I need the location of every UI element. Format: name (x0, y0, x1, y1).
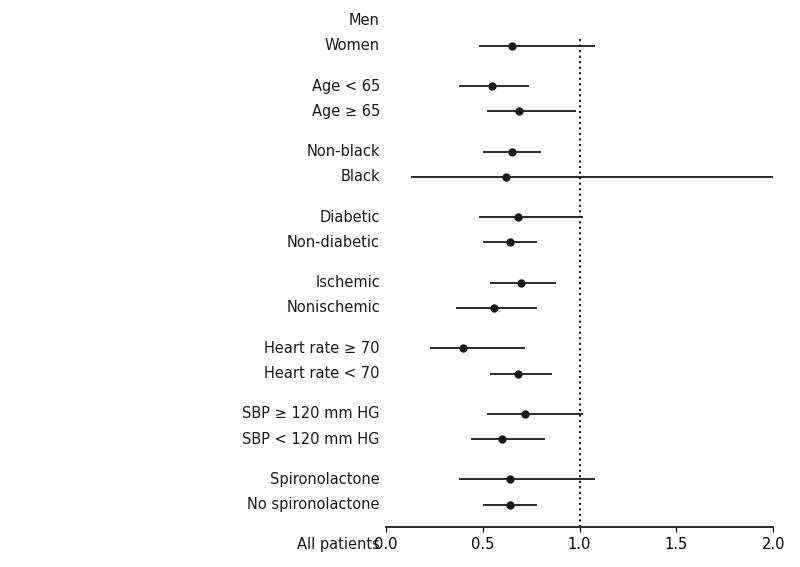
Text: Non-black: Non-black (306, 144, 380, 159)
Text: Black: Black (340, 170, 380, 184)
Text: Age < 65: Age < 65 (312, 79, 380, 94)
Text: Age ≥ 65: Age ≥ 65 (312, 104, 380, 119)
Text: Non-diabetic: Non-diabetic (287, 235, 380, 250)
Text: Diabetic: Diabetic (319, 210, 380, 225)
Text: SBP < 120 mm HG: SBP < 120 mm HG (242, 431, 380, 447)
Text: Women: Women (325, 39, 380, 53)
Text: All patients: All patients (297, 538, 380, 552)
Text: Heart rate < 70: Heart rate < 70 (265, 366, 380, 381)
Text: Men: Men (349, 13, 380, 28)
Text: SBP ≥ 120 mm HG: SBP ≥ 120 mm HG (242, 407, 380, 421)
Text: Nonischemic: Nonischemic (286, 301, 380, 315)
Text: No spironolactone: No spironolactone (247, 497, 380, 512)
Text: Spironolactone: Spironolactone (270, 472, 380, 487)
Text: Ischemic: Ischemic (315, 275, 380, 290)
Text: Heart rate ≥ 70: Heart rate ≥ 70 (265, 341, 380, 356)
